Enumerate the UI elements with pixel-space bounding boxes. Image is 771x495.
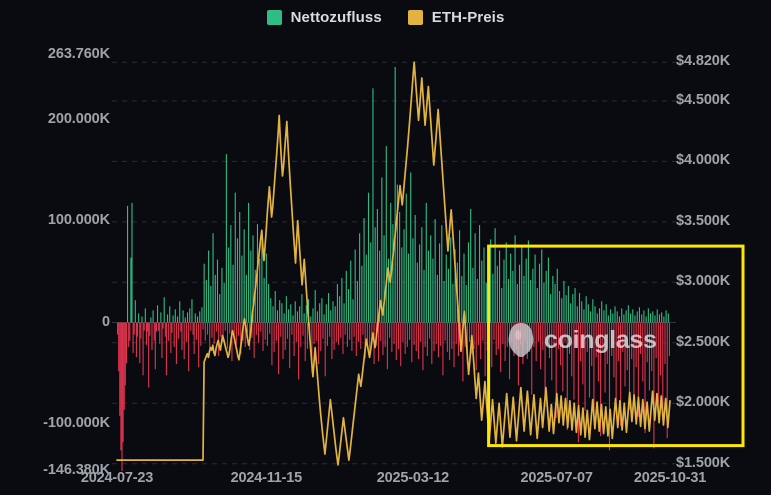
x-axis-tick: 2025-03-12 — [376, 470, 449, 486]
y-axis-right-tick: $3.000K — [676, 273, 731, 290]
plot-area[interactable] — [0, 34, 771, 495]
chart-legend: Nettozufluss ETH-Preis — [0, 0, 771, 34]
legend-swatch-ethprice-icon — [407, 9, 423, 25]
x-axis-tick: 2025-10-31 — [633, 470, 707, 486]
eth-price-line — [116, 61, 671, 466]
legend-label-netinflow: Nettozufluss — [290, 8, 382, 26]
y-axis-left-tick: 263.760K — [47, 46, 110, 62]
y-axis-left-tick: 100.000K — [47, 212, 110, 229]
x-axis: 2024-07-23 2024-11-15 2025-03-12 2025-07-07… — [0, 470, 771, 495]
y-axis-left-tick: 0 — [102, 313, 110, 330]
y-axis-right-tick: $2.000K — [676, 394, 731, 411]
plot-canvas — [112, 61, 745, 471]
x-axis-tick: 2024-07-23 — [80, 470, 154, 486]
y-axis-right-tick: $2.500K — [676, 333, 731, 350]
legend-swatch-netinflow-icon — [266, 9, 282, 25]
legend-item-netinflow[interactable]: Nettozufluss — [266, 8, 382, 26]
x-axis-tick: 2025-07-07 — [520, 470, 593, 486]
y-axis-right: $4.820K $4.500K $4.000K $3.500K $3.000K $2.50… — [676, 34, 771, 495]
y-axis-left-tick: -100.000K — [43, 414, 110, 431]
gridlines — [112, 61, 676, 465]
y-axis-right-tick: $4.500K — [676, 91, 731, 108]
legend-item-ethprice[interactable]: ETH-Preis — [407, 8, 505, 26]
netflow-bars — [117, 66, 670, 471]
x-axis-tick: 2024-11-15 — [230, 470, 303, 486]
legend-label-ethprice: ETH-Preis — [431, 8, 505, 26]
recent-period-highlight — [487, 244, 745, 448]
y-axis-left-tick: 200.000K — [47, 110, 110, 127]
y-axis-right-tick: $3.500K — [676, 212, 731, 229]
y-axis-left-tick: -146.380K — [43, 462, 110, 478]
y-axis-left: 263.760K 200.000K 100.000K 0 -100.000K -146.3… — [0, 34, 110, 495]
y-axis-right-tick: $1.500K — [676, 454, 731, 471]
y-axis-right-tick: $4.000K — [676, 152, 731, 169]
y-axis-right-tick: $4.820K — [676, 53, 731, 70]
